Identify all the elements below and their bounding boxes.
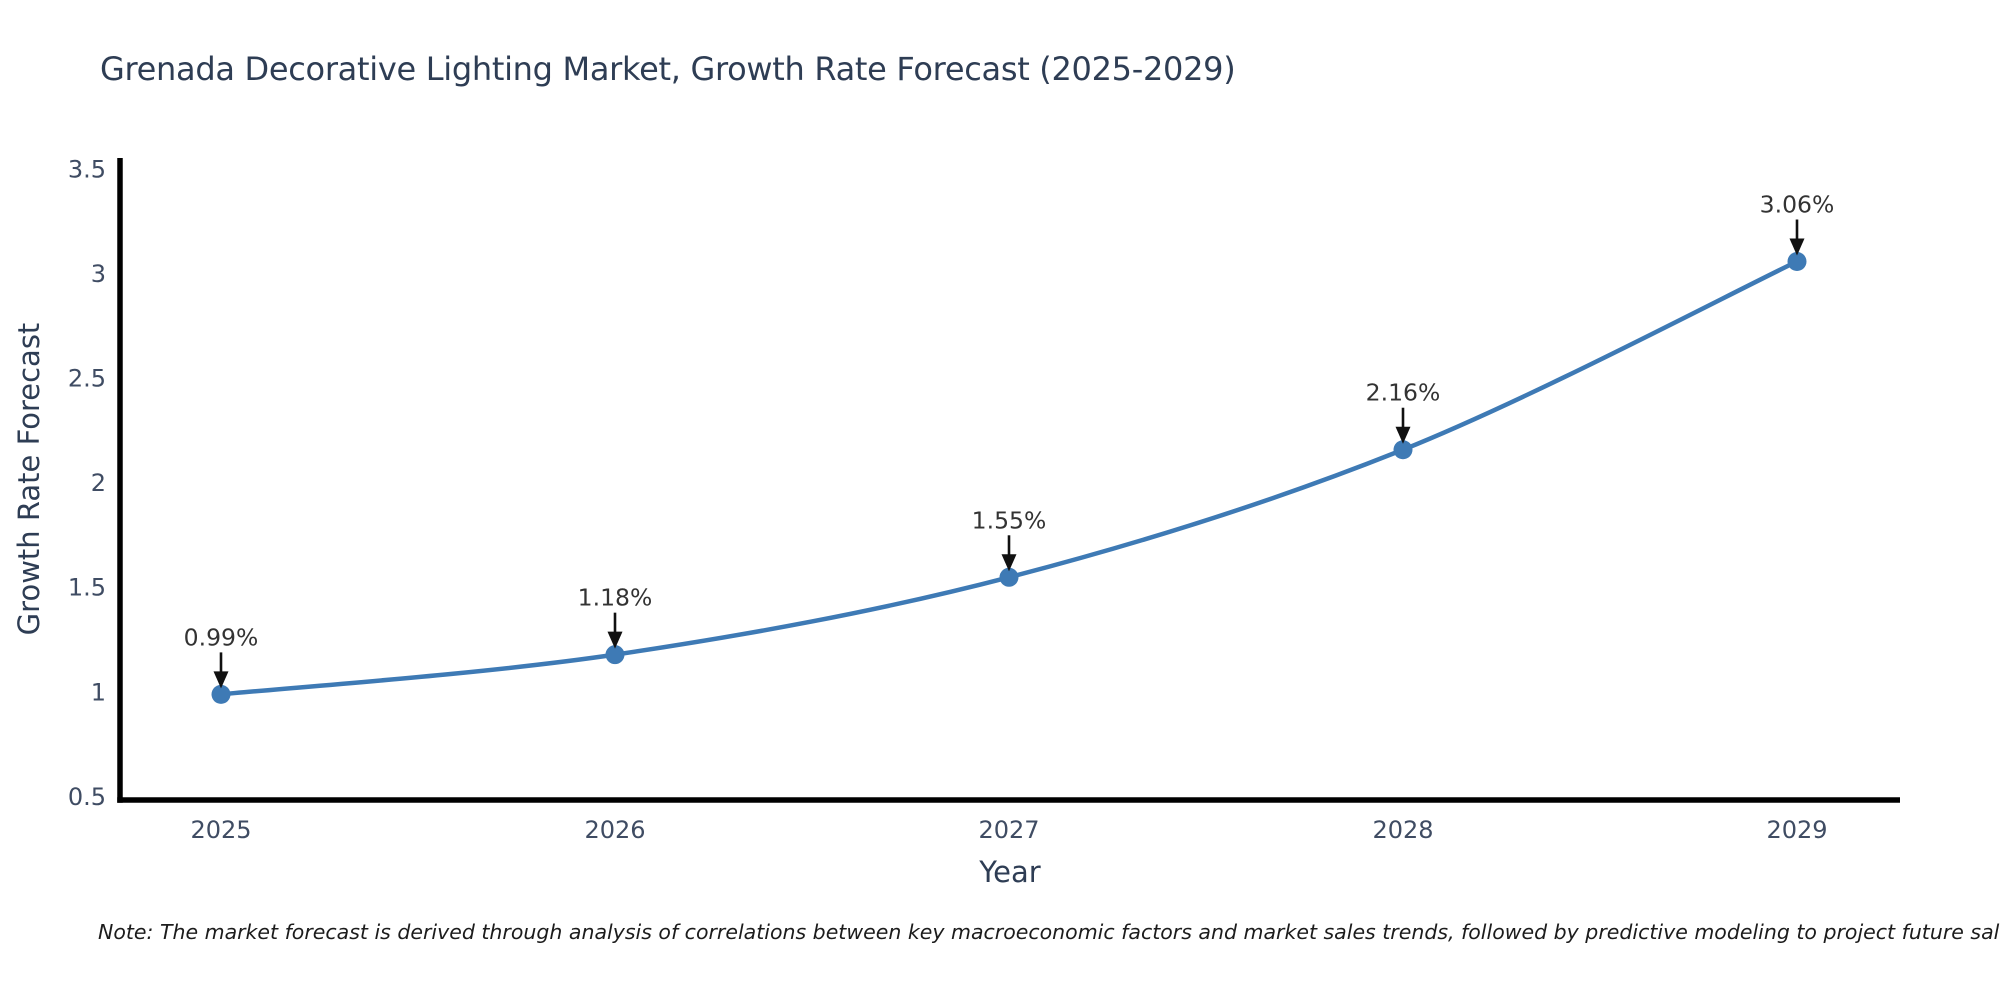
y-tick-label: 1.5 — [68, 574, 106, 602]
point-annotation: 2.16% — [1366, 379, 1441, 407]
x-axis-title: Year — [979, 855, 1041, 889]
y-tick-label: 2 — [91, 469, 106, 497]
data-point — [1393, 440, 1413, 460]
point-annotation: 1.18% — [578, 584, 653, 612]
y-tick-label: 3 — [91, 260, 106, 288]
y-tick-label: 1 — [91, 678, 106, 706]
annotation-arrow-head — [1789, 238, 1805, 256]
point-annotation: 0.99% — [184, 623, 259, 651]
data-point — [1787, 252, 1807, 272]
y-tick-label: 2.5 — [68, 365, 106, 393]
x-tick-label: 2028 — [1372, 816, 1433, 844]
y-tick-label: 3.5 — [68, 156, 106, 184]
footnote: Note: The market forecast is derived thr… — [98, 920, 2000, 944]
annotation-arrow-head — [213, 671, 229, 689]
annotation-arrow-head — [1395, 426, 1411, 444]
x-tick-label: 2029 — [1766, 816, 1827, 844]
x-tick-label: 2026 — [584, 816, 645, 844]
data-point — [605, 645, 625, 665]
data-point — [999, 567, 1019, 587]
x-tick-label: 2027 — [978, 816, 1039, 844]
point-annotation: 1.55% — [972, 506, 1047, 534]
y-tick-label: 0.5 — [68, 783, 106, 811]
y-axis-title: Growth Rate Forecast — [12, 322, 46, 636]
data-point — [211, 684, 231, 704]
chart-title: Grenada Decorative Lighting Market, Grow… — [100, 50, 1236, 88]
point-annotation: 3.06% — [1760, 191, 1835, 219]
annotation-arrow-head — [1001, 554, 1017, 572]
forecast-line — [218, 259, 1800, 697]
annotation-arrow-head — [607, 631, 623, 649]
x-tick-label: 2025 — [190, 816, 251, 844]
